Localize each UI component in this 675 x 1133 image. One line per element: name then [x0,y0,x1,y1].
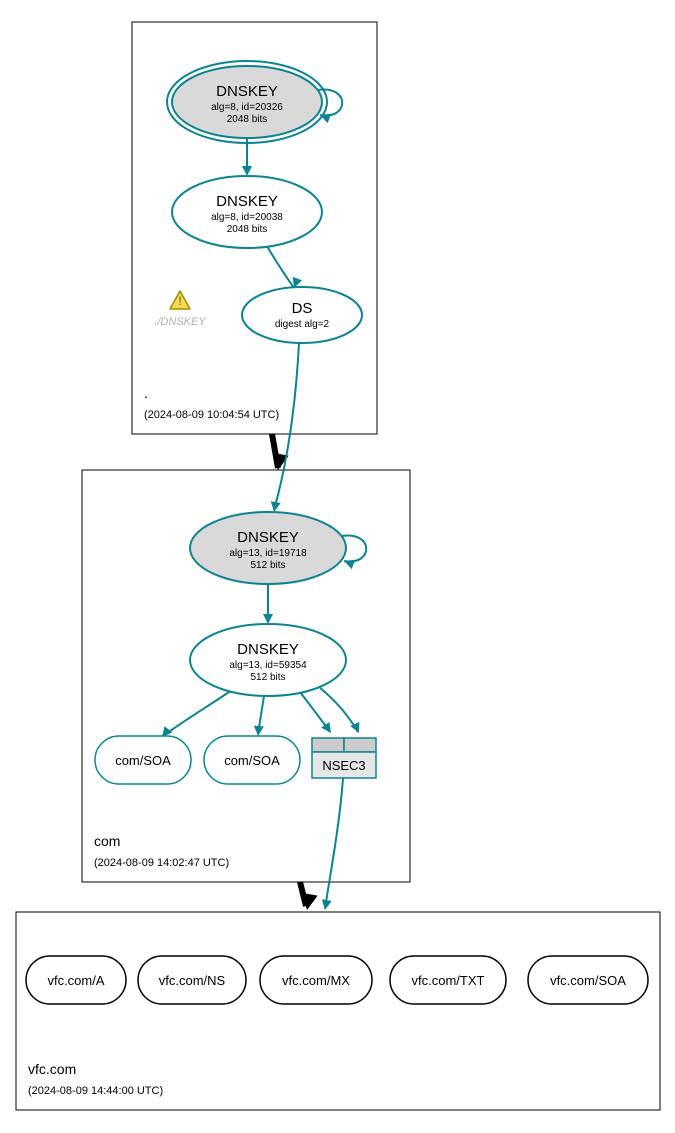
leaf-vfc-mx-label: vfc.com/MX [282,973,350,988]
edge-nsec3_to_vfc [325,778,343,908]
leaf-vfc-ns-label: vfc.com/NS [159,973,226,988]
zone-label-vfc: vfc.com [28,1061,76,1077]
node-com-zsk-title: DNSKEY [237,641,299,658]
zone-ts-com: (2024-08-09 14:02:47 UTC) [94,857,229,869]
warning-label: ./DNSKEY [154,316,206,328]
node-root-ksk-title: DNSKEY [216,83,278,100]
node-root-zsk-l3: 2048 bits [227,224,268,235]
node-com-ksk-l3: 512 bits [250,560,285,571]
warning-bang: ! [178,294,181,308]
node-root-ksk-l3: 2048 bits [227,114,268,125]
zone-label-root: . [144,385,148,401]
zone-ts-root: (2024-08-09 10:04:54 UTC) [144,409,279,421]
zone-ts-vfc: (2024-08-09 14:44:00 UTC) [28,1085,163,1097]
leaf-com-soa-2-label: com/SOA [224,753,280,768]
node-root-ds-title: DS [292,300,313,317]
node-root-ksk-l2: alg=8, id=20326 [211,102,283,113]
leaf-com-soa-1-label: com/SOA [115,753,171,768]
leaf-vfc-a-label: vfc.com/A [47,973,104,988]
node-com-ksk-title: DNSKEY [237,529,299,546]
nsec3-label: NSEC3 [322,758,365,773]
leaf-vfc-soa-label: vfc.com/SOA [550,973,626,988]
zone-label-com: com [94,833,120,849]
edge-ds_to_com_ksk [274,343,299,510]
edge-com_zsk_to_soa1 [163,690,232,736]
node-root-zsk-title: DNSKEY [216,193,278,210]
edge-root_zsk_to_ds [267,246,294,288]
node-com-zsk-l2: alg=13, id=59354 [229,660,307,671]
node-root-zsk-l2: alg=8, id=20038 [211,212,283,223]
node-com-ksk-l2: alg=13, id=19718 [229,548,307,559]
zone-box-vfc [16,912,660,1110]
leaf-vfc-txt-label: vfc.com/TXT [412,973,485,988]
dnssec-diagram: . (2024-08-09 10:04:54 UTC) com (2024-08-09… [0,0,675,1128]
node-com-zsk-l3: 512 bits [250,672,285,683]
node-root-ds-l2: digest alg=2 [275,319,330,330]
